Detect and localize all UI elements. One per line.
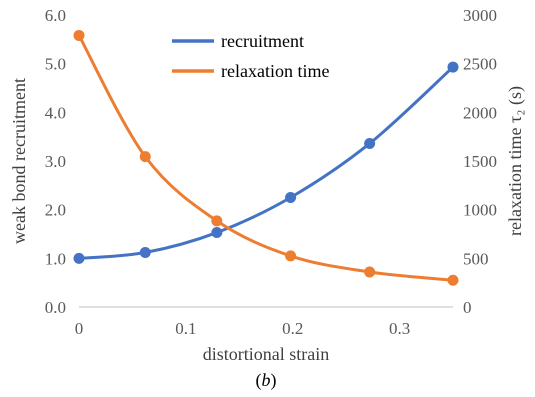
left-tick-label: 4.0 [45, 103, 66, 122]
x-tick-label: 0 [75, 319, 84, 338]
data-point-relaxation-time [73, 29, 85, 41]
figure-caption: (b) [256, 370, 277, 391]
left-tick-label: 1.0 [45, 249, 66, 268]
left-tick-label: 2.0 [45, 201, 66, 220]
right-axis-title: relaxation time τ₂ (s) [505, 86, 526, 236]
right-tick-label: 3000 [463, 6, 497, 25]
left-tick-label: 0.0 [45, 298, 66, 317]
right-axis-ticks: 0 500 1000 1500 2000 2500 3000 [463, 6, 497, 317]
data-point-recruitment [139, 246, 151, 258]
left-tick-label: 5.0 [45, 55, 66, 74]
series-line-recruitment [77, 65, 455, 260]
legend: recruitment relaxation time [172, 31, 329, 81]
data-point-relaxation-time [447, 274, 459, 286]
data-point-recruitment [285, 192, 297, 203]
right-tick-label: 500 [463, 249, 489, 268]
caption-open-paren: ( [256, 370, 262, 391]
x-axis-title: distortional strain [203, 344, 329, 364]
right-tick-label: 2000 [463, 103, 497, 122]
x-axis-ticks: 0 0.1 0.2 0.3 [75, 319, 410, 338]
caption-close-paren: ) [271, 370, 277, 391]
data-point-recruitment [364, 137, 376, 149]
data-point-relaxation-time [139, 151, 151, 163]
left-axis-ticks: 0.0 1.0 2.0 3.0 4.0 5.0 6.0 [45, 6, 66, 317]
series-line-relaxation-time [77, 33, 455, 282]
data-point-recruitment [211, 227, 223, 239]
right-tick-label: 0 [463, 298, 472, 317]
right-tick-label: 1500 [463, 152, 497, 171]
right-tick-label: 1000 [463, 201, 497, 220]
left-tick-label: 3.0 [45, 152, 66, 171]
caption-label: b [262, 370, 271, 390]
x-tick-label: 0.2 [282, 319, 303, 338]
data-point-recruitment [73, 252, 85, 264]
legend-label-recruitment: recruitment [221, 31, 304, 51]
x-tick-label: 0.1 [175, 319, 196, 338]
data-point-relaxation-time [285, 250, 297, 262]
series-layer [73, 29, 459, 286]
x-tick-label: 0.3 [389, 319, 410, 338]
left-tick-label: 6.0 [45, 6, 66, 25]
data-point-relaxation-time [211, 215, 223, 227]
left-axis-title: weak bond recruitment [9, 78, 29, 244]
legend-label-relaxation-time: relaxation time [221, 61, 329, 81]
data-point-recruitment [447, 61, 459, 73]
data-point-relaxation-time [364, 266, 376, 278]
right-tick-label: 2500 [463, 55, 497, 74]
